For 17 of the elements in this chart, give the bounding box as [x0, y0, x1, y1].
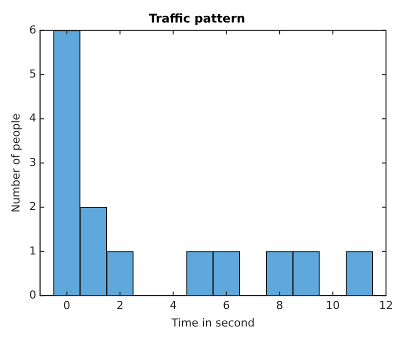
y-tick-label: 2 [29, 200, 36, 214]
y-tick-label: 5 [29, 67, 36, 80]
x-tick-label: 8 [276, 299, 284, 312]
x-axis-title: Time in second [170, 316, 255, 330]
chart-title: Traffic pattern [148, 11, 246, 26]
y-tick-label: 3 [29, 156, 36, 169]
y-tick-label: 0 [29, 288, 36, 302]
x-tick-label: 4 [170, 299, 177, 312]
y-tick-label: 4 [29, 112, 36, 125]
x-tick-label: 2 [116, 299, 124, 312]
y-axis-title: Number of people [9, 113, 22, 213]
y-tick-label: 6 [29, 23, 36, 36]
y-tick-label: 1 [29, 244, 36, 258]
x-tick-label: 0 [63, 299, 70, 312]
x-tick-label: 6 [222, 299, 230, 312]
x-tick-label: 12 [379, 299, 393, 312]
x-tick-label: 10 [326, 299, 340, 312]
